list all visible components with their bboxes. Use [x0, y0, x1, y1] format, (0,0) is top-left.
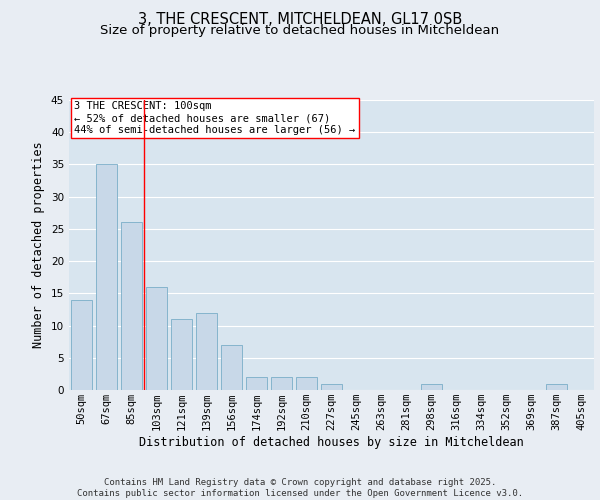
Text: Contains HM Land Registry data © Crown copyright and database right 2025.
Contai: Contains HM Land Registry data © Crown c…: [77, 478, 523, 498]
Bar: [271, 377, 292, 390]
Bar: [96, 164, 117, 390]
Bar: [171, 319, 192, 390]
Bar: [546, 384, 567, 390]
Bar: [221, 345, 242, 390]
Bar: [246, 377, 267, 390]
X-axis label: Distribution of detached houses by size in Mitcheldean: Distribution of detached houses by size …: [139, 436, 524, 449]
Text: 3, THE CRESCENT, MITCHELDEAN, GL17 0SB: 3, THE CRESCENT, MITCHELDEAN, GL17 0SB: [138, 12, 462, 28]
Bar: [71, 300, 92, 390]
Text: 3 THE CRESCENT: 100sqm
← 52% of detached houses are smaller (67)
44% of semi-det: 3 THE CRESCENT: 100sqm ← 52% of detached…: [74, 102, 355, 134]
Bar: [321, 384, 342, 390]
Bar: [146, 287, 167, 390]
Bar: [196, 312, 217, 390]
Text: Size of property relative to detached houses in Mitcheldean: Size of property relative to detached ho…: [100, 24, 500, 37]
Y-axis label: Number of detached properties: Number of detached properties: [32, 142, 46, 348]
Bar: [121, 222, 142, 390]
Bar: [296, 377, 317, 390]
Bar: [421, 384, 442, 390]
